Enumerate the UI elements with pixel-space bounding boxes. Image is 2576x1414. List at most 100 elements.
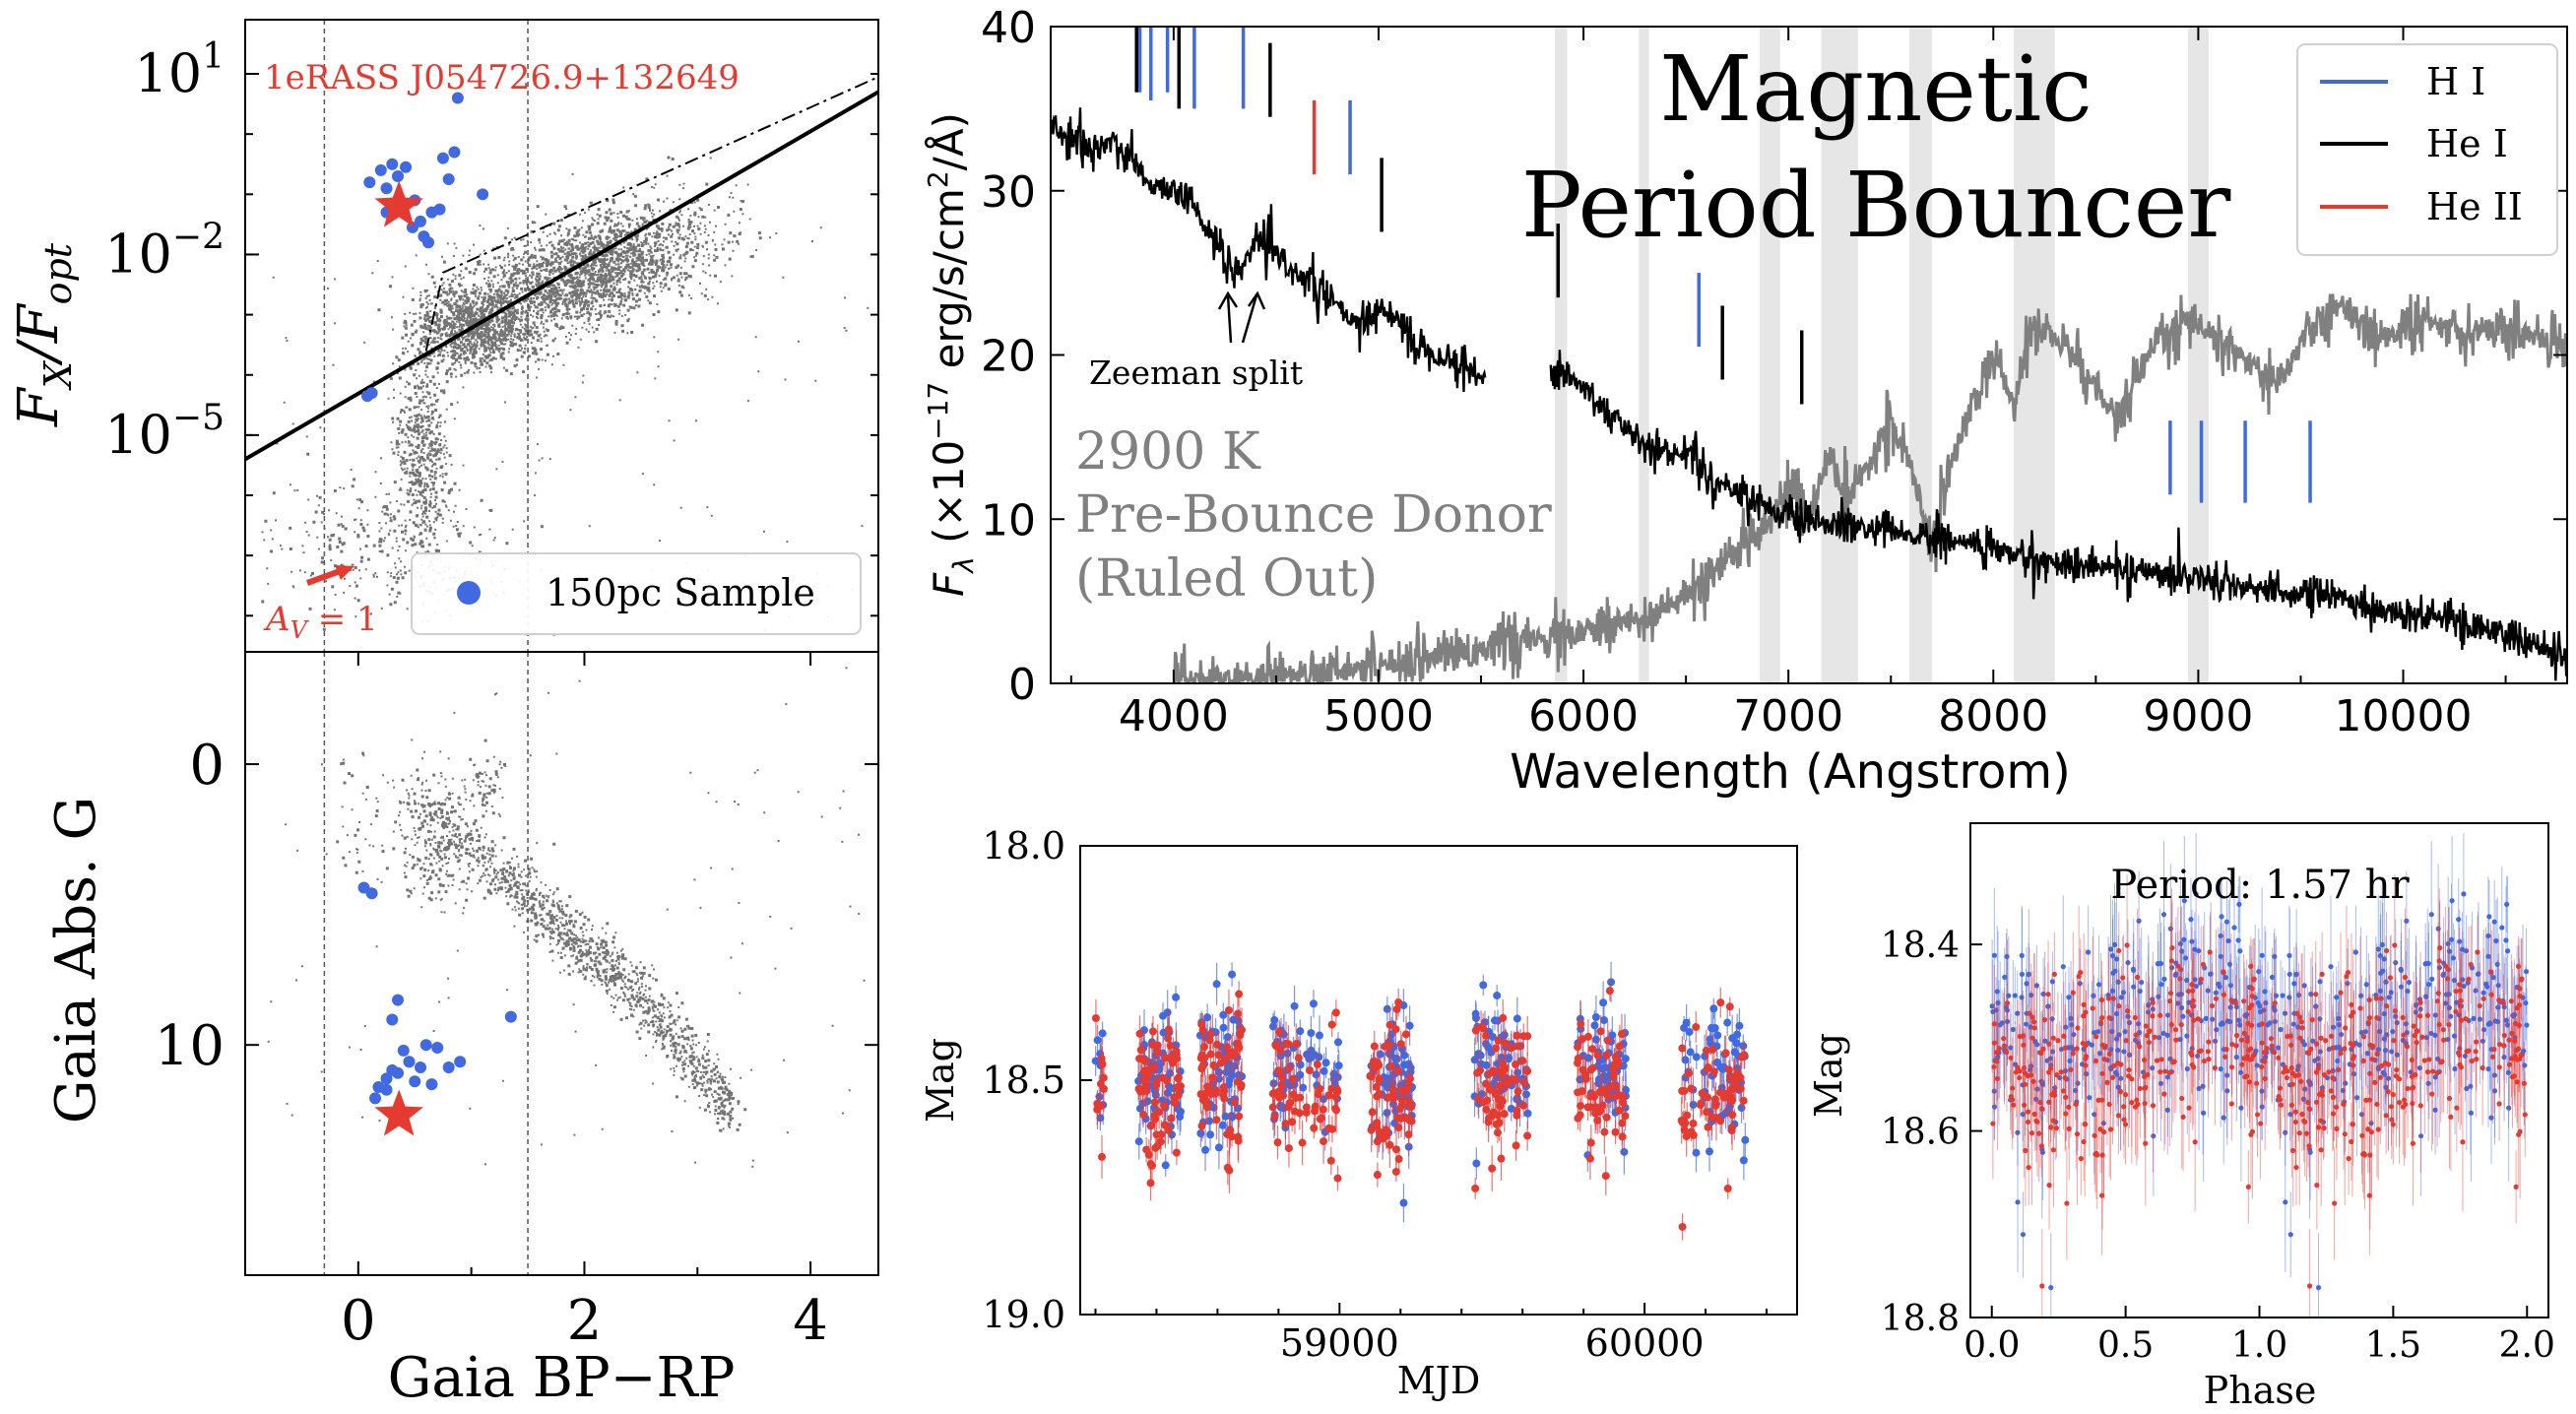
lightcurve-point xyxy=(1316,1084,1324,1093)
phased-point xyxy=(2189,1003,2196,1009)
y-axis-ticks: 0 10 20 30 40 xyxy=(981,3,2567,710)
phased-point xyxy=(2269,1043,2275,1049)
lightcurve-point xyxy=(1678,1086,1687,1095)
phased-point xyxy=(2238,1105,2244,1111)
phased-point xyxy=(2238,1037,2245,1043)
x-tick-label: 6000 xyxy=(1528,691,1639,741)
lightcurve-point xyxy=(1166,1053,1175,1061)
phased-point xyxy=(2162,1068,2168,1074)
phased-point xyxy=(2491,919,2497,925)
phased-point xyxy=(2023,1147,2029,1154)
field-star-dots xyxy=(267,667,866,1168)
phased-point xyxy=(2045,1003,2051,1009)
phased-point xyxy=(2190,988,2196,994)
lightcurve-point xyxy=(1598,1085,1607,1094)
lightcurve-point xyxy=(1230,1098,1239,1107)
lightcurve-point xyxy=(1139,1110,1148,1119)
phased-point xyxy=(2512,1035,2518,1041)
phased-point xyxy=(2353,1095,2360,1101)
lightcurve-point xyxy=(1497,1154,1506,1163)
phased-point xyxy=(2428,912,2434,918)
phased-point xyxy=(2259,952,2265,958)
lightcurve-point xyxy=(1148,1040,1157,1049)
phased-point xyxy=(2264,1046,2270,1052)
phased-point xyxy=(1990,1121,1996,1126)
lightcurve-point xyxy=(1142,1145,1151,1154)
phased-point xyxy=(2041,1017,2048,1023)
lightcurve-point xyxy=(1270,1113,1279,1122)
phased-point xyxy=(2052,1092,2058,1098)
phased-point xyxy=(2417,999,2423,1005)
lightcurve-point xyxy=(1603,1036,1612,1045)
phased-point xyxy=(1991,1104,1998,1110)
lightcurve-point xyxy=(1218,1121,1227,1129)
sample-point xyxy=(425,1078,438,1091)
y-tick-label: 0 xyxy=(189,734,225,798)
legend-label: He II xyxy=(2426,185,2523,228)
lightcurve-point xyxy=(1223,1043,1232,1052)
title-line-1: Magnetic xyxy=(1659,36,2093,142)
phased-point xyxy=(2050,1147,2057,1153)
phased-point xyxy=(2099,1015,2105,1021)
period-annotation: Period: 1.57 hr xyxy=(2110,863,2410,908)
lightcurve-point xyxy=(1368,1108,1377,1117)
lightcurve-point xyxy=(1502,1079,1511,1088)
phased-point xyxy=(2309,1017,2315,1023)
phased-point xyxy=(2328,1088,2334,1094)
phased-point xyxy=(2485,1021,2491,1027)
phased-point xyxy=(2023,1021,2029,1027)
sample-point xyxy=(400,161,413,173)
lightcurve-point xyxy=(1686,1048,1695,1057)
phased-point xyxy=(2244,1035,2250,1041)
cmd-panel: 0 2 4 0 10 Gaia BP−RP Gaia Abs. G xyxy=(44,651,879,1410)
phased-point xyxy=(2267,1020,2273,1026)
phased-point xyxy=(2221,1115,2226,1121)
lightcurve-point xyxy=(1727,1096,1736,1105)
phased-point xyxy=(2070,1051,2076,1057)
phased-point xyxy=(1991,1021,1997,1027)
phased-point xyxy=(2506,1105,2512,1111)
phased-point xyxy=(2488,1115,2494,1121)
phased-point xyxy=(2523,999,2529,1006)
phased-point xyxy=(2096,1051,2103,1057)
sample-point xyxy=(414,1061,426,1073)
phased-point xyxy=(2292,1119,2298,1125)
lightcurve-point xyxy=(1401,1086,1410,1095)
phased-point xyxy=(1994,1059,2000,1064)
lightcurve-point xyxy=(1333,1038,1342,1047)
lightcurve-point xyxy=(1228,1132,1237,1141)
phased-point xyxy=(2445,1036,2451,1043)
phased-point xyxy=(2038,1143,2044,1149)
sample-point xyxy=(448,146,461,159)
phased-point xyxy=(2222,1054,2228,1060)
phased-point xyxy=(2108,1047,2114,1053)
phased-point xyxy=(2214,1027,2220,1033)
phased-point xyxy=(2191,1017,2197,1023)
x-tick-label: 5000 xyxy=(1323,691,1434,741)
phased-point xyxy=(1994,989,2000,995)
phased-point xyxy=(2277,1085,2284,1091)
lightcurve-point xyxy=(1140,1084,1149,1093)
lightcurve-point xyxy=(1374,1059,1383,1067)
donor-label-2: Pre-Bounce Donor xyxy=(1075,485,1552,545)
lightcurve-point xyxy=(1295,1109,1304,1118)
sample-point xyxy=(392,1066,405,1079)
phased-point xyxy=(2516,1002,2523,1008)
phased-point xyxy=(2031,1025,2037,1031)
lightcurve-point xyxy=(1275,1027,1284,1036)
phased-point xyxy=(2278,1026,2284,1033)
phased-point xyxy=(2142,1101,2148,1107)
phased-point xyxy=(2375,1126,2381,1132)
lightcurve-point xyxy=(1170,1093,1179,1102)
lightcurve-point xyxy=(1098,1060,1107,1068)
phased-point xyxy=(2390,1122,2396,1127)
phased-point xyxy=(2321,1072,2328,1078)
phased-point xyxy=(1991,1063,1997,1070)
x-tick-label: 0.0 xyxy=(1964,1325,2020,1366)
phased-point xyxy=(2048,1285,2054,1291)
lightcurve-point xyxy=(1400,1051,1409,1060)
phased-point xyxy=(2050,1035,2056,1041)
phased-point xyxy=(2517,994,2523,999)
phased-point xyxy=(2146,1001,2152,1008)
lightcurve-point xyxy=(1158,1073,1167,1082)
